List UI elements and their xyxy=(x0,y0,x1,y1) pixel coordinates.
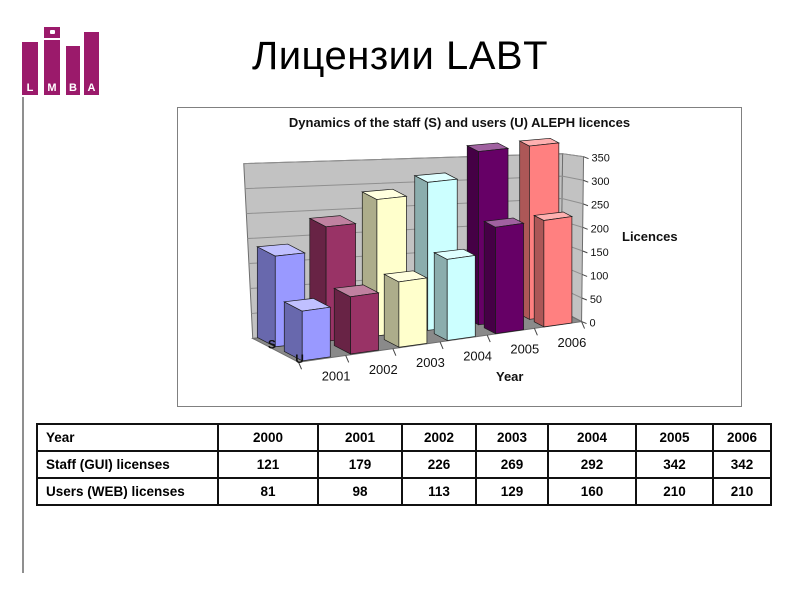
table-cell: 81 xyxy=(217,477,319,506)
value-tick-label: 200 xyxy=(591,223,609,235)
value-tick-label: 350 xyxy=(592,153,610,165)
series-label-u: U xyxy=(295,352,304,366)
table-cell: 2000 xyxy=(217,423,319,452)
logo-letter: L xyxy=(26,82,34,94)
table-cell: 2004 xyxy=(547,423,637,452)
category-tick xyxy=(486,334,491,343)
year-label: 2003 xyxy=(416,355,445,370)
value-tick xyxy=(582,226,588,230)
category-tick xyxy=(345,355,350,363)
value-tick-label: 150 xyxy=(590,247,608,259)
logo-letter: A xyxy=(87,82,96,94)
bar-U-2002 xyxy=(350,292,379,355)
licences-table: Year 2000 2001 2002 2003 2004 2005 2006 Staff (G… xyxy=(36,423,772,506)
chart-frame: 0 50 100 150 200 250 300 350 2001 2002 2003 2004 200… xyxy=(177,107,742,407)
licences-3d-bar-chart: 0 50 100 150 200 250 300 350 2001 2002 2003 2004 200… xyxy=(243,137,610,384)
bar-side-face xyxy=(533,214,545,328)
lmba-logo: L M B A xyxy=(22,25,100,95)
chart-title: Dynamics of the staff (S) and users (U) … xyxy=(288,115,631,130)
value-tick-label: 300 xyxy=(591,176,609,188)
table-cell: 2005 xyxy=(635,423,714,452)
gridline xyxy=(243,153,584,165)
table-header-label: Year xyxy=(36,423,219,452)
value-tick-label: 0 xyxy=(590,318,596,330)
left-rule-line xyxy=(22,97,24,573)
value-axis-title: Licences xyxy=(622,229,678,244)
table-cell: 129 xyxy=(475,477,549,506)
category-tick xyxy=(298,362,303,370)
year-label: 2004 xyxy=(463,348,492,363)
value-tick xyxy=(582,250,588,254)
bar-side-face xyxy=(433,252,448,342)
bar-side-face xyxy=(333,287,351,355)
logo-letter: M xyxy=(47,82,57,94)
bar-side-face xyxy=(483,220,496,335)
bar-U-2004 xyxy=(446,255,476,341)
year-label: 2002 xyxy=(369,362,398,377)
bar-side-face xyxy=(256,246,276,348)
table-cell: 342 xyxy=(635,450,714,479)
table-cell: 210 xyxy=(712,477,772,506)
value-tick-label: 250 xyxy=(591,200,609,212)
value-tick xyxy=(581,321,587,325)
table-cell: 210 xyxy=(635,477,714,506)
table-cell: 2003 xyxy=(475,423,549,452)
slide-title: Лицензии LABT xyxy=(251,34,549,78)
table-row: Year 2000 2001 2002 2003 2004 2005 2006 xyxy=(36,423,772,452)
table-cell: 179 xyxy=(317,450,403,479)
year-label: 2005 xyxy=(510,342,539,357)
bar-U-2003 xyxy=(398,277,428,348)
value-tick xyxy=(582,203,589,207)
table-cell: 2001 xyxy=(317,423,403,452)
table-cell: 2006 xyxy=(712,423,772,452)
bar-side-face xyxy=(383,273,400,348)
value-tick-label: 100 xyxy=(590,270,608,282)
gridline xyxy=(246,198,584,215)
value-tick-label: 50 xyxy=(590,294,602,306)
category-tick xyxy=(439,341,444,350)
value-tick xyxy=(583,179,589,183)
value-tick xyxy=(583,156,589,160)
logo-bar: M xyxy=(44,40,60,95)
table-row: Staff (GUI) licenses 121 179 226 269 292 342 34… xyxy=(36,450,772,479)
table-cell: 160 xyxy=(547,477,637,506)
series-label-s: S xyxy=(268,337,276,351)
table-cell: 342 xyxy=(712,450,772,479)
value-tick xyxy=(581,273,588,277)
table-cell: 113 xyxy=(401,477,477,506)
category-axis-title: Year xyxy=(496,369,524,384)
logo-dot xyxy=(50,30,55,34)
category-tick xyxy=(392,348,397,356)
table-cell: 292 xyxy=(547,450,637,479)
value-tick xyxy=(581,297,588,301)
category-tick xyxy=(533,328,538,336)
logo-letter: B xyxy=(69,82,77,94)
logo-bar: B xyxy=(66,46,80,95)
table-cell: 226 xyxy=(401,450,477,479)
bar-U-2001 xyxy=(301,306,331,362)
bar-U-2005 xyxy=(495,222,524,335)
logo-bar: A xyxy=(84,32,99,95)
table-row-label: Users (WEB) licenses xyxy=(36,477,219,506)
table-cell: 98 xyxy=(317,477,403,506)
gridline xyxy=(245,175,584,190)
logo-bar-cap xyxy=(44,27,60,38)
bar-U-2006 xyxy=(543,216,573,328)
table-row: Users (WEB) licenses 81 98 113 129 160 210 210 xyxy=(36,477,772,506)
category-tick xyxy=(581,321,586,329)
year-label: 2006 xyxy=(558,335,587,350)
table-cell: 121 xyxy=(217,450,319,479)
logo-bar: L xyxy=(22,42,38,95)
table-row-label: Staff (GUI) licenses xyxy=(36,450,219,479)
table-cell: 269 xyxy=(475,450,549,479)
table-cell: 2002 xyxy=(401,423,477,452)
year-label: 2001 xyxy=(322,369,351,384)
